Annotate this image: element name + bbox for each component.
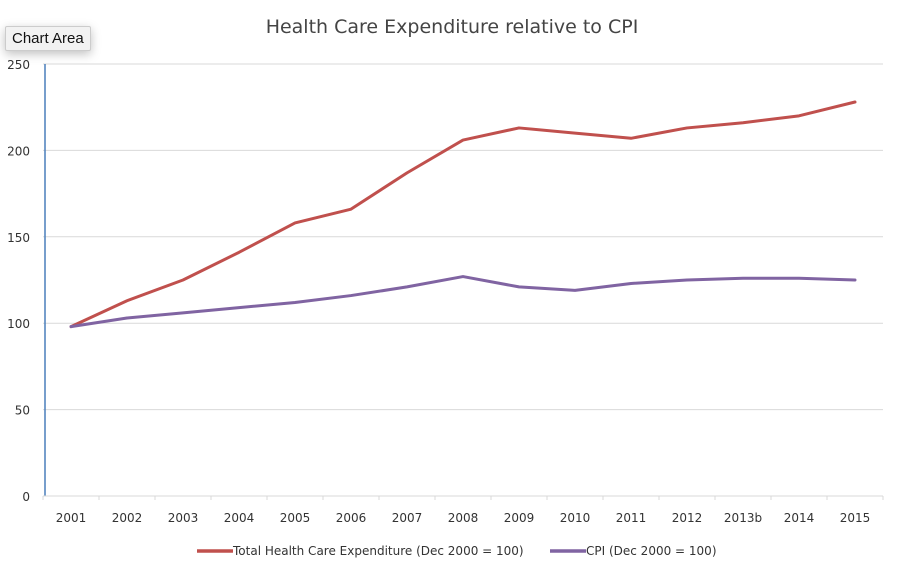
x-tick-label: 2011 [616, 511, 647, 525]
x-tick-label: 2015 [840, 511, 871, 525]
x-tick-label: 2012 [672, 511, 703, 525]
legend-label: CPI (Dec 2000 = 100) [586, 544, 717, 558]
x-tick-label: 2010 [560, 511, 591, 525]
x-tick-label: 2003 [168, 511, 199, 525]
legend-label: Total Health Care Expenditure (Dec 2000 … [232, 544, 524, 558]
y-tick-label: 250 [7, 58, 30, 72]
series-line-health-care [69, 100, 857, 329]
y-tick-label: 150 [7, 231, 30, 245]
x-tick-label: 2004 [224, 511, 255, 525]
x-tick-label: 2005 [280, 511, 311, 525]
y-tick-label: 50 [15, 404, 30, 418]
x-tick-label: 2007 [392, 511, 423, 525]
y-tick-label: 0 [22, 490, 30, 504]
x-tick-label: 2006 [336, 511, 367, 525]
series-line-cpi [69, 275, 857, 329]
chart-title: Health Care Expenditure relative to CPI [266, 16, 639, 38]
y-tick-label: 100 [7, 317, 30, 331]
x-tick-label: 2013b [724, 511, 762, 525]
chart-area-tooltip: Chart Area [5, 26, 91, 51]
x-tick-label: 2008 [448, 511, 479, 525]
x-tick-label: 2002 [112, 511, 143, 525]
y-tick-label: 200 [7, 144, 30, 158]
x-tick-label: 2014 [784, 511, 815, 525]
x-tick-label: 2009 [504, 511, 535, 525]
x-tick-label: 2001 [56, 511, 87, 525]
